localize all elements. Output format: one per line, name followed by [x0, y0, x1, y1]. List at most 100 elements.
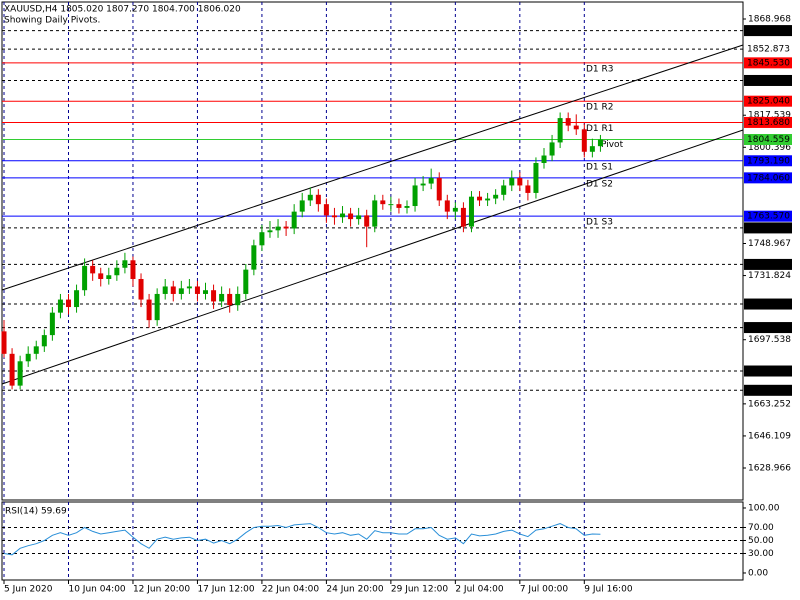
- candle-body: [41, 335, 47, 347]
- candle-body: [549, 142, 555, 156]
- candle-body: [307, 194, 313, 201]
- candle-body: [501, 185, 507, 195]
- y-tick-label: 100.00: [748, 503, 780, 513]
- candle-body: [380, 200, 386, 205]
- candle-body: [235, 293, 241, 306]
- candle-body: [509, 177, 515, 186]
- candle-body: [74, 290, 80, 308]
- y-tick-label: 1748.967: [748, 239, 791, 249]
- level-label: 1836.118: [747, 76, 790, 86]
- y-tick-label: 50.00: [748, 536, 774, 546]
- candle-body: [420, 183, 426, 186]
- rsi-title: RSI(14) 59.69: [5, 507, 67, 517]
- candle-body: [565, 118, 571, 126]
- candle-body: [275, 226, 281, 231]
- candle-body: [468, 196, 474, 227]
- candle-body: [219, 293, 225, 302]
- candle-body: [533, 162, 539, 193]
- level-box: [744, 365, 792, 377]
- candle-body: [581, 129, 587, 152]
- x-tick-label: 7 Jul 00:00: [520, 585, 569, 595]
- candle-body: [251, 245, 257, 270]
- level-box: [744, 322, 792, 334]
- level-label: 1763.570: [747, 212, 790, 222]
- level-box: [744, 95, 792, 107]
- channel-upper: [1, 44, 744, 291]
- x-tick-label: 9 Jul 16:00: [584, 585, 633, 595]
- candle-body: [541, 155, 547, 163]
- candle-body: [388, 204, 394, 206]
- level-label: 1757.301: [747, 223, 790, 233]
- x-tick-label: 5 Jun 2020: [4, 585, 53, 595]
- level-tag: Pivot: [601, 140, 624, 150]
- x-tick-label: 29 Jun 12:00: [391, 585, 448, 595]
- level-box: [744, 172, 792, 184]
- candle-body: [1, 331, 7, 354]
- candle-body: [57, 299, 63, 313]
- level-box: [744, 258, 792, 270]
- level-label: 1784.060: [747, 173, 790, 183]
- candle-body: [98, 273, 104, 279]
- axis: 1868.968 1817.539 1800.396 1748.967 1731.824…: [3, 15, 792, 595]
- level-box: [744, 210, 792, 222]
- candle-body: [259, 232, 265, 246]
- candle-body: [364, 215, 370, 227]
- candle-body: [493, 194, 499, 199]
- candle-body: [17, 361, 23, 386]
- chart-subtitle: Showing Daily Pivots.: [4, 16, 100, 26]
- candle-body: [122, 260, 128, 268]
- candle-body: [138, 278, 144, 300]
- candle-body: [428, 177, 434, 184]
- candle-body: [517, 177, 523, 186]
- candle-body: [404, 206, 410, 208]
- level-label: 1813.680: [747, 118, 790, 128]
- level-box: [744, 116, 792, 128]
- level-tag: D1 S1: [586, 162, 613, 172]
- candle-body: [460, 207, 466, 227]
- candle-body: [331, 215, 337, 218]
- level-label: 1804.559: [747, 135, 790, 145]
- candle-body: [130, 260, 136, 279]
- candle-body: [203, 290, 209, 294]
- y-tick-label: 1663.252: [748, 399, 791, 409]
- candle-body: [114, 267, 120, 276]
- candle-body: [227, 293, 233, 306]
- candle-body: [106, 275, 112, 279]
- candle-body: [90, 265, 96, 274]
- chart-title: XAUUSD,H4 1805.020 1807.270 1804.700 180…: [4, 5, 241, 15]
- candle-body: [340, 213, 346, 218]
- x-tick-label: 17 Jun 12:00: [197, 585, 254, 595]
- candle-body: [356, 215, 362, 220]
- candle-body: [396, 204, 402, 208]
- candle-body: [178, 288, 184, 294]
- candle-body: [452, 207, 458, 212]
- level-tag: D1 R2: [586, 103, 614, 113]
- candle-body: [194, 286, 200, 294]
- level-label: 1862.778: [747, 26, 790, 36]
- x-tick-label: 12 Jun 20:00: [133, 585, 190, 595]
- y-tick-label: 1868.968: [748, 15, 791, 25]
- level-label: 1737.786: [747, 260, 790, 270]
- candle-body: [573, 125, 579, 130]
- y-tick-label: 70.00: [748, 523, 774, 533]
- candle-body: [291, 211, 297, 229]
- level-label: 1704.034: [747, 323, 790, 333]
- level-box: [744, 222, 792, 234]
- candle-body: [315, 194, 321, 205]
- level-label: 1825.040: [747, 97, 790, 107]
- level-tag: D1 R1: [586, 124, 614, 134]
- candle-body: [444, 200, 450, 212]
- level-box: [744, 74, 792, 86]
- x-tick-label: 22 Jun 04:00: [262, 585, 319, 595]
- y-tick-label: 1697.538: [748, 335, 791, 345]
- y-tick-label: 0.00: [748, 568, 768, 578]
- candle-body: [170, 286, 176, 294]
- main-frame: [1, 1, 744, 501]
- level-tag: D1 R3: [586, 64, 614, 74]
- candle-body: [412, 185, 418, 207]
- level-label: 1670.494: [747, 386, 790, 396]
- y-tick-label: 1800.396: [748, 143, 791, 153]
- candle-body: [33, 346, 39, 354]
